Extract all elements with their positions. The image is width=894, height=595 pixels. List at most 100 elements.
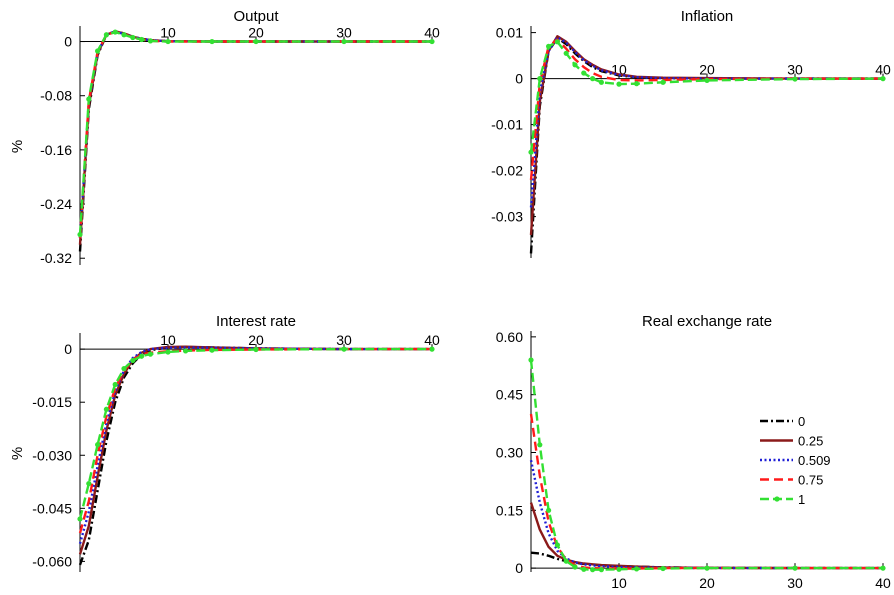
series-point-1	[103, 406, 109, 412]
x-tick-label: 30	[787, 575, 803, 591]
panel-output: Output% 0 -0.08 -0.16 -0.24 -0.32 10 20 30 40	[9, 8, 440, 266]
series-point-1	[95, 48, 101, 54]
series-point-1	[634, 81, 640, 87]
y-tick-label: -0.32	[40, 250, 72, 266]
series-point-1	[563, 50, 569, 56]
y-tick-label: 0.15	[496, 502, 523, 518]
y-tick-label: -0.045	[32, 500, 72, 516]
series-line-0.75	[78, 30, 432, 238]
series-point-1	[112, 381, 118, 388]
y-tick-label: 0	[515, 560, 523, 576]
series-line-1	[529, 40, 884, 153]
series-point-1	[660, 79, 666, 85]
series-point-1	[572, 564, 578, 570]
series-point-1	[880, 76, 886, 82]
y-tick-label: -0.060	[32, 553, 72, 569]
y-tick-label: 0	[515, 71, 523, 87]
y-tick-label: -0.24	[40, 196, 72, 212]
series-point-1	[546, 43, 552, 50]
x-tick-label: 40	[875, 575, 891, 591]
x-tick-label: 30	[336, 25, 352, 41]
series-line-0.25	[78, 345, 432, 555]
x-tick-label: 10	[160, 25, 176, 41]
series-point-1	[590, 76, 596, 82]
series-point-1	[528, 149, 534, 155]
series-point-1	[209, 347, 215, 353]
series-point-1	[139, 353, 145, 359]
panel-title: Inflation	[681, 8, 734, 25]
x-tick-label: 20	[699, 575, 715, 591]
series-point-1	[121, 32, 127, 38]
x-tick-label: 20	[248, 332, 264, 348]
series-line-0.509	[529, 459, 883, 570]
y-tick-label: 0.45	[496, 387, 523, 403]
y-tick-label: 0.01	[496, 25, 523, 41]
series-point-1	[341, 346, 347, 352]
series-point-1	[121, 366, 127, 372]
series-point-1	[253, 346, 259, 353]
x-tick-label: 10	[160, 332, 176, 348]
panel-interest: Interest rate% 0 -0.015 -0.030 -0.045 -0.060 1…	[9, 313, 440, 572]
series-point-1	[581, 566, 587, 572]
series-point-1	[77, 231, 83, 238]
y-tick-label: 0	[64, 341, 72, 357]
series-point-1	[598, 567, 605, 573]
series-point-1	[130, 34, 136, 41]
series-point-1	[253, 38, 259, 45]
legend: 0 0.25 0.509 0.75 1	[760, 414, 831, 507]
series-point-1	[537, 442, 543, 448]
y-tick-label: 0.60	[496, 329, 523, 345]
y-tick-label: -0.030	[32, 447, 72, 463]
series-line-0.25	[529, 502, 883, 570]
series-point-1	[880, 565, 886, 571]
legend-label: 0.25	[798, 434, 823, 449]
series-point-1	[165, 38, 171, 45]
series-point-1	[86, 480, 92, 487]
series-point-1	[634, 566, 640, 572]
series-point-1	[183, 348, 189, 354]
series-point-1	[147, 351, 153, 357]
legend-label: 0.509	[798, 453, 831, 468]
legend-marker	[774, 496, 780, 502]
x-tick-label: 40	[424, 25, 440, 41]
series-point-1	[554, 542, 561, 548]
series-point-1	[112, 29, 118, 35]
series-point-1	[572, 62, 578, 68]
y-tick-label: -0.02	[491, 163, 523, 179]
y-axis-label: %	[9, 140, 26, 153]
series-point-1	[429, 38, 435, 45]
series-point-1	[77, 516, 83, 522]
series-point-1	[209, 38, 215, 45]
series-point-1	[103, 32, 109, 38]
panel-title: Interest rate	[216, 313, 296, 330]
series-point-1	[598, 79, 605, 85]
y-tick-label: 0	[64, 34, 72, 50]
series-point-1	[616, 566, 622, 572]
series-point-1	[546, 507, 552, 513]
series-line-0.75	[529, 413, 883, 570]
x-tick-label: 30	[336, 332, 352, 348]
series-line-0.75	[78, 347, 432, 534]
series-point-1	[704, 565, 710, 571]
series-point-1	[95, 442, 101, 448]
series-point-1	[130, 357, 136, 364]
y-tick-label: 0.30	[496, 445, 523, 461]
x-tick-label: 20	[699, 62, 715, 78]
x-tick-label: 20	[248, 25, 264, 41]
x-tick-label: 40	[875, 62, 891, 78]
series-point-1	[429, 346, 435, 352]
legend-label: 1	[798, 492, 805, 507]
series-point-1	[554, 39, 561, 45]
legend-label: 0	[798, 414, 805, 429]
series-line-0.75	[529, 38, 883, 180]
series-point-1	[86, 96, 92, 102]
series-point-1	[147, 38, 153, 44]
series-point-1	[581, 70, 587, 76]
y-tick-label: -0.08	[40, 88, 72, 104]
series-point-1	[537, 76, 543, 82]
series-point-1	[792, 565, 798, 571]
series-point-1	[660, 565, 666, 572]
